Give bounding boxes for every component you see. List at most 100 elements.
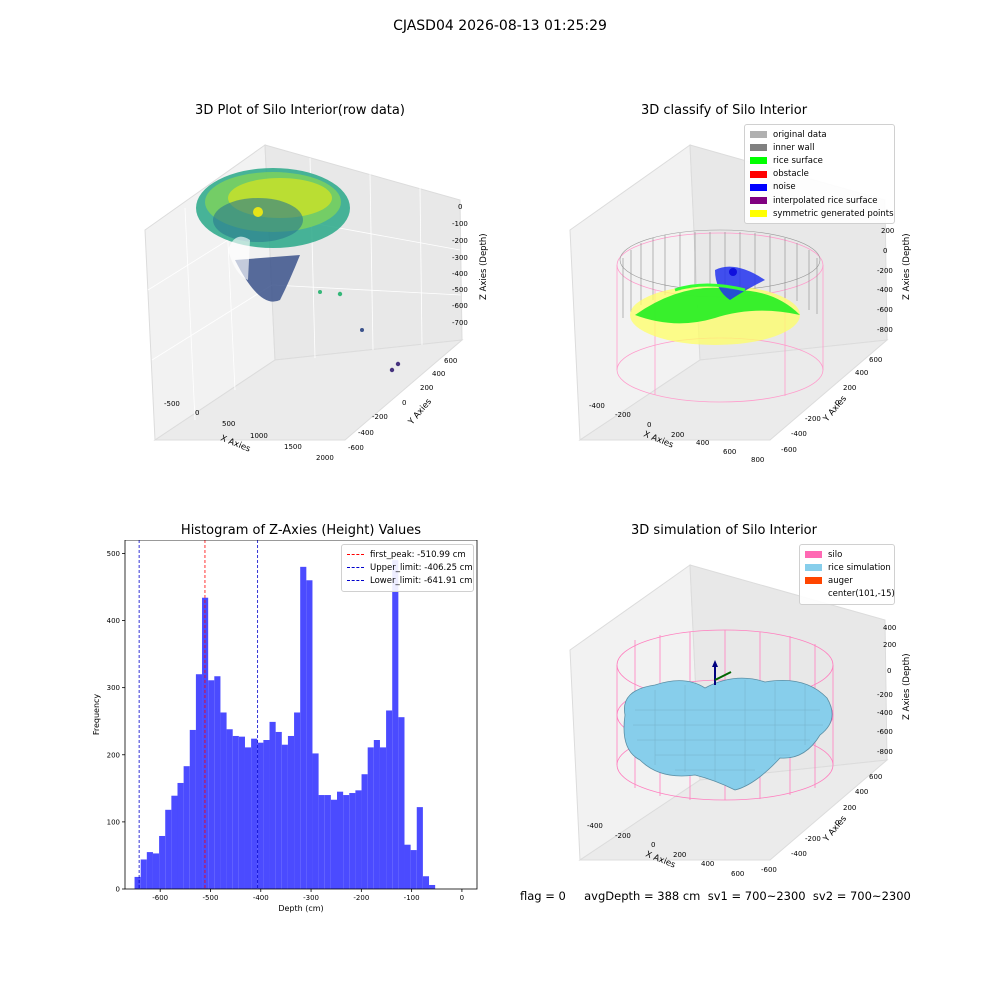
histogram-ytick-label: 0 bbox=[116, 886, 120, 894]
panel4-auger bbox=[712, 660, 732, 685]
histogram-bar bbox=[379, 747, 387, 889]
p4-xtick: -200 bbox=[615, 832, 631, 840]
p4-ztick: -200 bbox=[877, 691, 893, 699]
p4-ytick: 400 bbox=[855, 788, 868, 796]
p4-ztick: 200 bbox=[883, 641, 896, 649]
panel4-floor-pane bbox=[578, 759, 889, 861]
panel4-title: 3D simulation of Silo Interior bbox=[631, 523, 817, 538]
p1-ztick: 0 bbox=[458, 203, 462, 211]
p2-ytick: -200 bbox=[805, 415, 821, 423]
panel2-title: 3D classify of Silo Interior bbox=[640, 103, 808, 118]
p2-zlabel: Z Axies (Depth) bbox=[902, 233, 912, 300]
p4-ztick: -600 bbox=[877, 728, 893, 736]
p1-ztick: -300 bbox=[452, 254, 468, 262]
panel2-legend-item: interpolated rice surface bbox=[750, 194, 889, 207]
p4-ytick: -200 bbox=[805, 835, 821, 843]
histogram-bar bbox=[263, 740, 270, 889]
panel4-3d-plot[interactable]: -400 -200 0 200 400 600 X Axies -600 -40… bbox=[565, 560, 925, 890]
histogram-bar bbox=[361, 774, 368, 889]
panel4-legend-label: silo bbox=[828, 549, 843, 560]
panel1-3d-plot[interactable]: -500 0 500 1000 1500 2000 X Axies -600 -… bbox=[140, 140, 490, 470]
histogram-legend: first_peak: -510.99 cm Upper_limit: -406.… bbox=[341, 544, 474, 592]
panel2-xticks: -400 -200 0 200 400 600 800 bbox=[589, 402, 764, 464]
p4-ztick: -400 bbox=[877, 709, 893, 717]
panel2-legend-label: rice surface bbox=[773, 155, 823, 166]
histogram-bar bbox=[146, 852, 153, 889]
histogram-ytick-label: 200 bbox=[107, 751, 120, 759]
panel2-legend-swatch bbox=[750, 170, 767, 178]
p1-xtick: 2000 bbox=[316, 454, 334, 462]
panel2-legend-item: inner wall bbox=[750, 141, 889, 154]
histogram-bar bbox=[337, 791, 344, 889]
panel2-legend-swatch bbox=[750, 157, 767, 165]
panel2-legend-swatch bbox=[750, 197, 767, 205]
histogram-xtick-label: -600 bbox=[152, 894, 168, 902]
panel2-legend-label: inner wall bbox=[773, 142, 815, 153]
panel2-legend-item: original data bbox=[750, 128, 889, 141]
p2-xtick: 400 bbox=[696, 439, 709, 447]
p4-ztick: 400 bbox=[883, 624, 896, 632]
histogram-ytick-label: 300 bbox=[107, 684, 120, 692]
histogram-legend-item: Lower_limit: -641.91 cm bbox=[347, 574, 472, 587]
panel2-yticks: -600 -400 -200 0 200 400 600 bbox=[781, 356, 882, 454]
panel4-xticks: -400 -200 0 200 400 600 bbox=[587, 822, 744, 878]
panel2-legend-item: obstacle bbox=[750, 168, 889, 181]
histogram-bar bbox=[386, 710, 393, 889]
histogram-chart[interactable]: -600 -500 -400 -300 -200 -100 0 0 100 200 300 400 5… bbox=[85, 540, 495, 920]
histogram-bar bbox=[392, 560, 399, 889]
histogram-legend-line bbox=[347, 580, 364, 582]
panel1-xticks: -500 0 500 1000 1500 2000 bbox=[164, 400, 334, 462]
histogram-bar bbox=[257, 742, 264, 889]
histogram-title: Histogram of Z-Axies (Height) Values bbox=[180, 523, 422, 538]
histogram-xtick-label: -500 bbox=[203, 894, 219, 902]
histogram-bar bbox=[404, 844, 411, 889]
p2-ytick: 600 bbox=[869, 356, 882, 364]
histogram-bar bbox=[312, 753, 319, 889]
p2-ztick: -800 bbox=[877, 326, 893, 334]
p1-ztick: -400 bbox=[452, 270, 468, 278]
panel4-yticks: -600 -400 -200 0 200 400 600 bbox=[761, 773, 882, 874]
p2-xtick: -400 bbox=[589, 402, 605, 410]
p1-xtick: 1000 bbox=[250, 432, 268, 440]
panel4-legend-item: silo bbox=[805, 548, 889, 561]
histogram-bar bbox=[287, 735, 295, 889]
histogram-legend-label: Lower_limit: -641.91 cm bbox=[370, 575, 473, 586]
histogram-bar bbox=[195, 674, 203, 889]
panel4-legend: silo rice simulation auger center(101,-15) bbox=[799, 544, 895, 605]
p4-ytick: 0 bbox=[835, 819, 839, 827]
panel4-legend-item: auger bbox=[805, 574, 889, 587]
p4-ztick: -800 bbox=[877, 748, 893, 756]
p2-ztick: -600 bbox=[877, 306, 893, 314]
histogram-bar bbox=[294, 712, 301, 889]
panel2-legend-item: noise bbox=[750, 181, 889, 194]
p4-ytick: 600 bbox=[869, 773, 882, 781]
histogram-bar bbox=[177, 782, 184, 889]
panel1-zticks: 0 -100 -200 -300 -400 -500 -600 -700 bbox=[452, 203, 468, 327]
histogram-xtick-label: -200 bbox=[353, 894, 369, 902]
p2-ytick: 0 bbox=[835, 399, 839, 407]
p2-ytick: -600 bbox=[781, 446, 797, 454]
histogram-bar bbox=[152, 853, 160, 889]
histogram-bar bbox=[373, 740, 380, 889]
histogram-bar bbox=[232, 735, 239, 889]
panel2-legend-label: original data bbox=[773, 129, 827, 140]
histogram-xtick-label: -400 bbox=[253, 894, 269, 902]
p4-ztick: 0 bbox=[887, 667, 891, 675]
histogram-bar bbox=[275, 731, 282, 889]
panel4-legend-item: center(101,-15) bbox=[805, 588, 895, 601]
panel2-legend-swatch bbox=[750, 131, 767, 139]
panel2-legend-label: noise bbox=[773, 182, 796, 193]
histogram-bar bbox=[214, 676, 221, 889]
p1-zlabel: Z Axies (Depth) bbox=[479, 233, 489, 300]
histogram-bar bbox=[238, 736, 245, 889]
histogram-bar bbox=[398, 717, 405, 889]
panel1-title: 3D Plot of Silo Interior(row data) bbox=[195, 103, 405, 118]
histogram-axes-frame bbox=[124, 540, 478, 890]
p2-ztick: -200 bbox=[877, 267, 893, 275]
panel2-legend-item: rice surface bbox=[750, 154, 889, 167]
p1-ztick: -600 bbox=[452, 302, 468, 310]
p1-ylabel: Y Axies bbox=[406, 397, 434, 428]
histogram-bar bbox=[159, 835, 166, 889]
p4-xtick: 400 bbox=[701, 860, 714, 868]
p1-ytick: 200 bbox=[420, 384, 433, 392]
